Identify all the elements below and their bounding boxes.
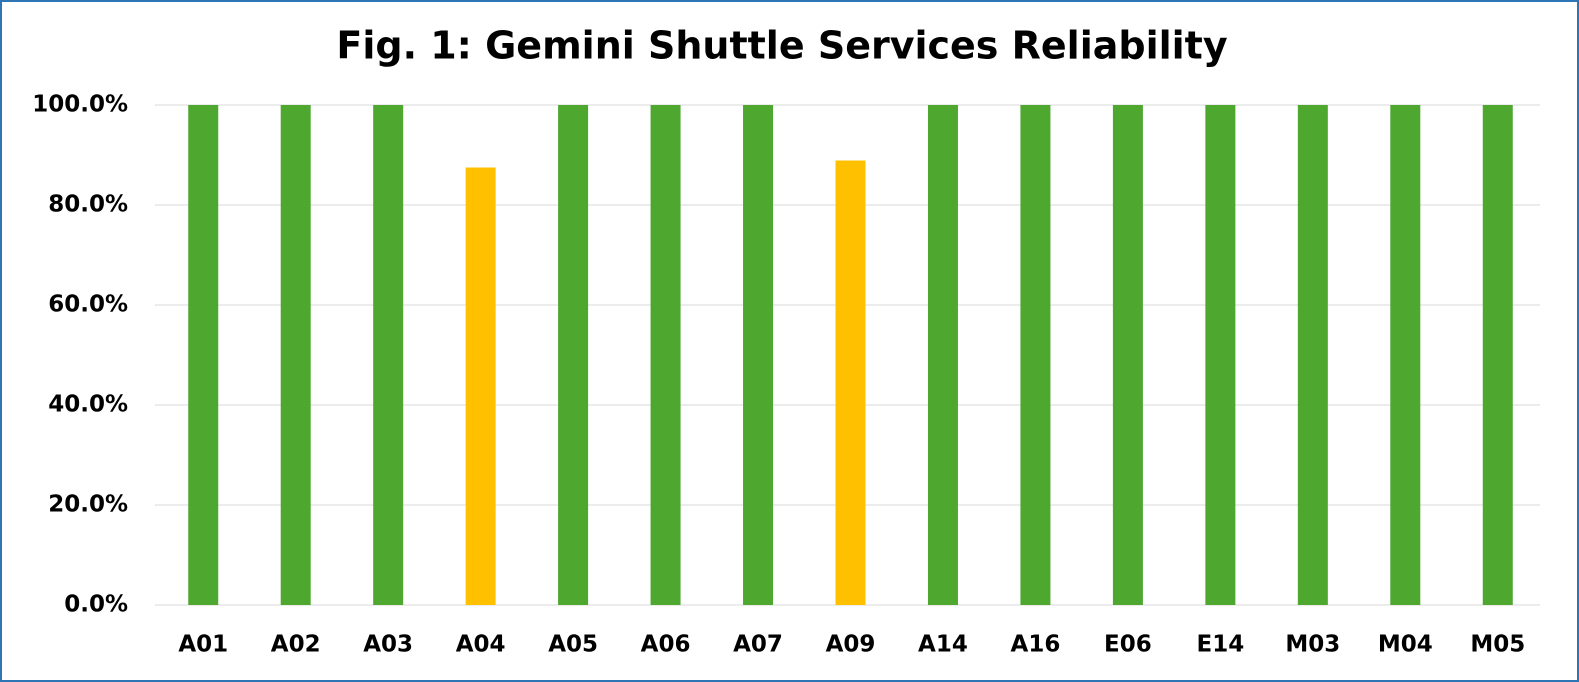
bar (558, 105, 589, 605)
x-tick-label: A06 (641, 632, 691, 658)
y-tick-label: 0.0% (64, 592, 128, 618)
chart-title: Fig. 1: Gemini Shuttle Services Reliabil… (336, 24, 1227, 68)
bar (188, 105, 219, 605)
bar (1390, 105, 1421, 605)
x-tick-label: M05 (1470, 632, 1525, 658)
x-tick-label: A03 (363, 632, 413, 658)
x-tick-label: A16 (1011, 632, 1061, 658)
x-tick-label: M03 (1285, 632, 1340, 658)
bar (1482, 105, 1513, 605)
y-tick-label: 60.0% (48, 292, 128, 318)
y-tick-label: 80.0% (48, 192, 128, 218)
x-tick-label: A01 (178, 632, 228, 658)
x-tick-label: A09 (826, 632, 876, 658)
bar (280, 105, 311, 605)
bar (1297, 105, 1328, 605)
x-tick-label: A07 (733, 632, 783, 658)
bar (650, 105, 681, 605)
y-tick-label: 20.0% (48, 492, 128, 518)
x-tick-label: A02 (271, 632, 321, 658)
bar (743, 105, 774, 605)
bar (373, 105, 404, 605)
x-tick-label: M04 (1378, 632, 1433, 658)
x-tick-label: A14 (918, 632, 968, 658)
x-tick-label: A04 (456, 632, 506, 658)
y-tick-label: 100.0% (32, 92, 128, 118)
x-tick-label: E06 (1104, 632, 1152, 658)
y-tick-label: 40.0% (48, 392, 128, 418)
x-tick-label: A05 (548, 632, 598, 658)
bar (1205, 105, 1236, 605)
bar (835, 160, 866, 605)
bar (1112, 105, 1143, 605)
bar (1020, 105, 1051, 605)
bar (465, 167, 496, 605)
bar (927, 105, 958, 605)
x-tick-label: E14 (1197, 632, 1245, 658)
